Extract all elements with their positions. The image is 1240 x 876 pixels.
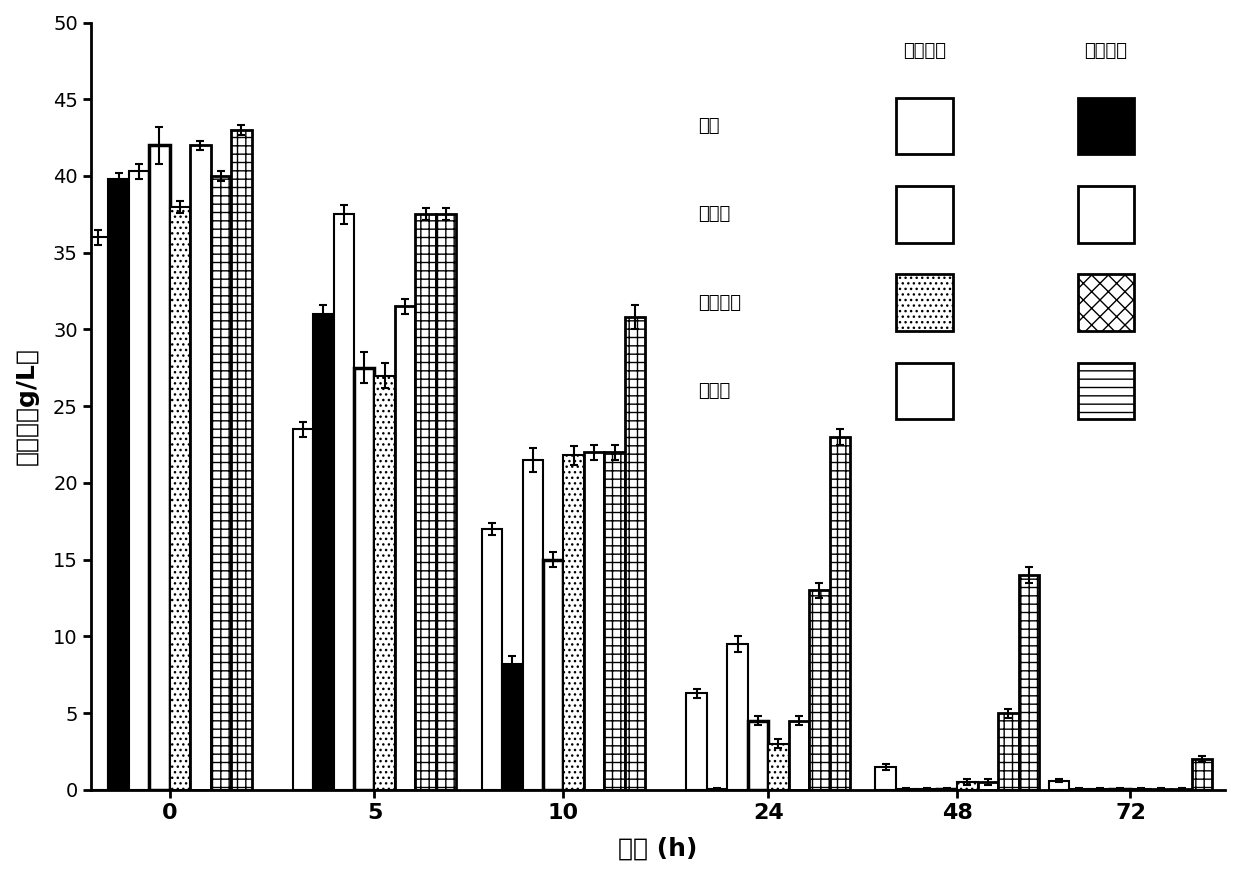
Bar <box>957 782 977 790</box>
Bar <box>625 317 645 790</box>
Bar <box>129 172 149 790</box>
Bar <box>522 460 543 790</box>
Bar <box>334 215 353 790</box>
Bar <box>481 529 502 790</box>
Text: 半乳糖: 半乳糖 <box>698 205 730 223</box>
Bar <box>502 664 522 790</box>
Bar <box>998 713 1019 790</box>
Bar <box>977 782 998 790</box>
Text: 原始菌株: 原始菌株 <box>903 42 946 60</box>
Bar <box>789 721 810 790</box>
Text: 甘露糖: 甘露糖 <box>698 382 730 399</box>
Bar <box>353 368 374 790</box>
Bar <box>1049 781 1069 790</box>
Bar <box>108 179 129 790</box>
Y-axis label: 糖浓度（g/L）: 糖浓度（g/L） <box>15 347 38 465</box>
Bar <box>543 560 563 790</box>
Bar <box>686 693 707 790</box>
Bar <box>875 766 895 790</box>
Bar <box>149 145 170 790</box>
Bar <box>88 237 108 790</box>
Bar <box>769 744 789 790</box>
Bar <box>436 215 456 790</box>
Bar <box>415 215 436 790</box>
Bar <box>584 452 604 790</box>
Bar <box>1019 575 1039 790</box>
Bar <box>293 429 312 790</box>
Text: 木糖: 木糖 <box>698 117 719 135</box>
X-axis label: 时间 (h): 时间 (h) <box>619 837 698 861</box>
Bar <box>563 456 584 790</box>
Bar <box>190 145 211 790</box>
Bar <box>211 176 231 790</box>
Bar <box>374 376 396 790</box>
Text: 阿拉伯糖: 阿拉伯糖 <box>698 293 740 312</box>
Bar <box>728 644 748 790</box>
Bar <box>1192 759 1213 790</box>
Text: 驯化菌株: 驯化菌株 <box>1085 42 1127 60</box>
Bar <box>170 207 190 790</box>
Bar <box>231 130 252 790</box>
Bar <box>396 307 415 790</box>
Bar <box>810 590 830 790</box>
Bar <box>748 721 769 790</box>
Bar <box>604 452 625 790</box>
Bar <box>312 314 334 790</box>
Bar <box>830 437 851 790</box>
